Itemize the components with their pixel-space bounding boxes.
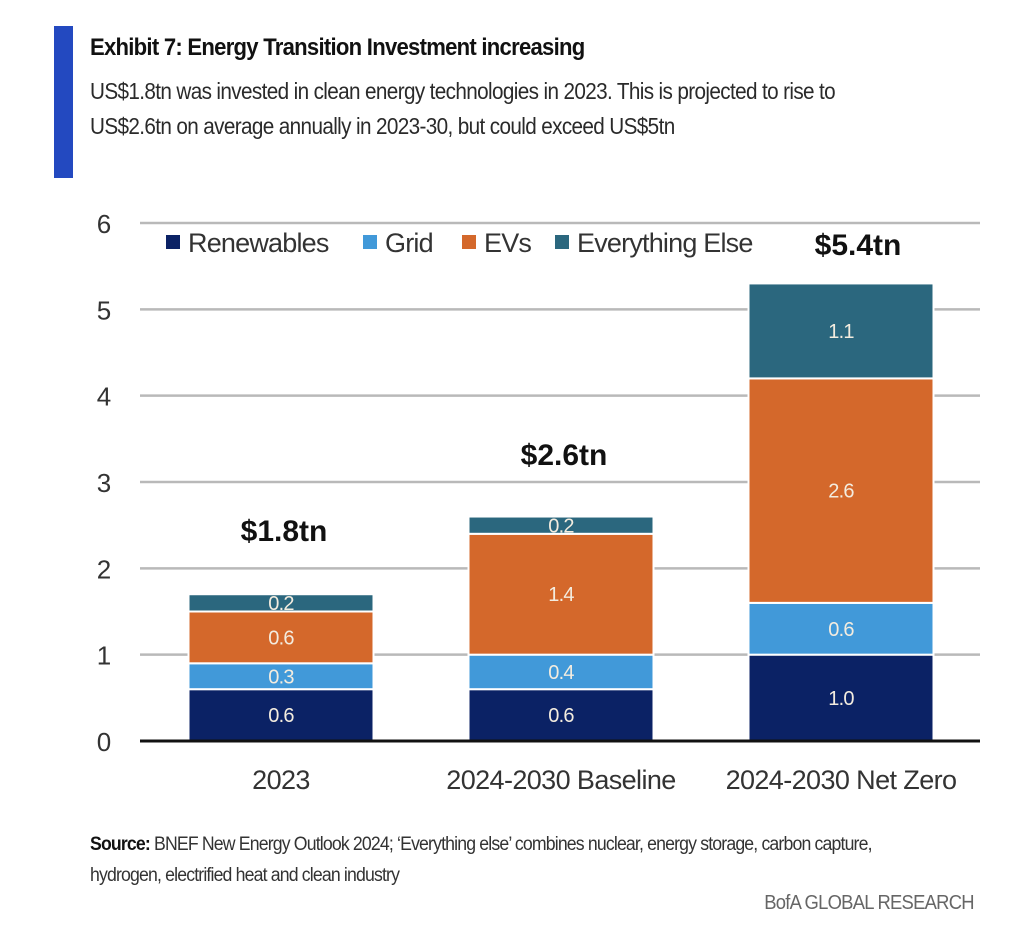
source-note: Source: BNEF New Energy Outlook 2024; ‘E… [90,829,908,891]
bar-segment-everything-else [747,282,935,380]
y-tick-label-4: 4 [97,382,111,412]
segment-value-label: 0.6 [828,619,854,641]
legend-swatch [555,235,569,249]
legend-swatch [166,235,180,249]
y-tick-label-3: 3 [97,468,111,498]
x-axis-categories: 2023 2024-2030 Baseline 2024-2030 Net Zero [252,765,957,795]
segment-value-label: 0.6 [548,705,574,727]
segment-value-label: 0.2 [268,593,294,615]
y-axis-ticks: 0 1 2 3 4 5 6 [97,209,111,757]
segment-value-label: 0.6 [268,705,294,727]
segment-value-label: 0.2 [548,516,574,538]
bar-stack-0: 0.6 0.3 0.6 0.2 [187,593,375,743]
bar-segment-everything-else [187,593,375,613]
bar-stack-2: 1.0 0.6 2.6 1.1 [747,282,935,743]
legend: Renewables Grid EVs Everything Else [166,228,753,258]
bar-segment-everything-else [467,515,655,535]
legend-swatch [363,235,377,249]
source-text: BNEF New Energy Outlook 2024; ‘Everythin… [90,834,873,886]
legend-item-grid: Grid [363,228,434,258]
brand-label: BofA GLOBAL RESEARCH [764,892,974,914]
bars: 0.6 0.3 0.6 0.2 0.6 0.4 1.4 0.2 1.0 0.6 2.6 1.1 [187,282,935,743]
y-tick-label-6: 6 [97,209,111,239]
bar-segment-evs [467,532,655,656]
bar-stack-1: 0.6 0.4 1.4 0.2 [467,515,655,743]
bar-totals: $1.8tn $2.6tn $5.4tn [241,229,902,548]
legend-label: EVs [484,228,531,258]
legend-item-evs: EVs [462,228,532,258]
bar-segment-renewables [747,653,935,743]
segment-value-label: 1.4 [548,584,574,606]
legend-label: Renewables [188,228,329,258]
segment-value-label: 1.1 [828,321,854,343]
y-tick-label-0: 0 [97,727,111,757]
source-label: Source: [90,834,151,855]
exhibit-subtitle: US$1.8tn was invested in clean energy te… [90,78,836,139]
legend-swatch [462,235,476,249]
y-tick-label-1: 1 [97,641,111,671]
x-category-label: 2024-2030 Baseline [446,765,675,795]
accent-bar [54,26,73,178]
legend-label: Grid [385,228,433,258]
bar-segment-evs [187,610,375,665]
legend-item-everything-else: Everything Else [555,228,753,258]
bar-total-label: $1.8tn [241,515,328,548]
segment-value-label: 0.4 [548,662,574,684]
y-tick-label-2: 2 [97,554,111,584]
x-category-label: 2024-2030 Net Zero [726,765,957,795]
segment-value-label: 0.6 [268,627,294,649]
exhibit-title: Exhibit 7: Energy Transition Investment … [90,34,585,61]
bar-total-label: $2.6tn [521,439,608,472]
bar-total-label: $5.4tn [815,229,902,262]
segment-value-label: 2.6 [828,481,854,503]
y-tick-label-5: 5 [97,295,111,325]
legend-label: Everything Else [577,228,753,258]
x-category-label: 2023 [252,765,310,795]
bar-segment-evs [747,377,935,604]
segment-value-label: 1.0 [828,688,854,710]
bar-segment-renewables [187,688,375,743]
segment-value-label: 0.3 [268,666,294,688]
legend-item-renewables: Renewables [166,228,330,258]
bar-segment-grid [747,601,935,656]
